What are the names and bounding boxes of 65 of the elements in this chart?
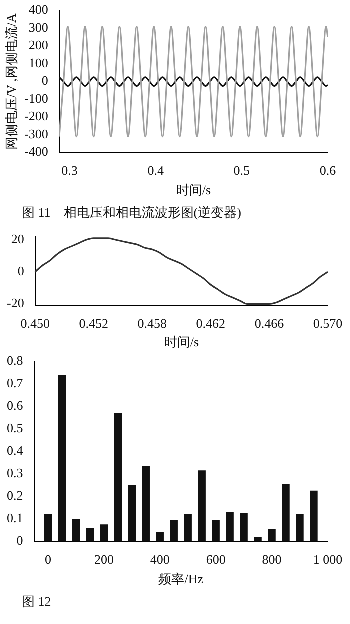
bar: [128, 485, 136, 542]
x-tick-label: 400: [150, 552, 170, 568]
y-tick-label: 100: [28, 55, 48, 70]
x-tick-label: 0.450: [20, 316, 50, 332]
y-tick-label: 0.2: [7, 488, 24, 504]
bar: [72, 518, 80, 542]
bar: [170, 520, 178, 542]
caption: 图 11 相电压和相电流波形图(逆变器): [21, 204, 242, 222]
bar: [282, 484, 290, 542]
x-tick-label: 600: [206, 552, 226, 568]
bar: [156, 532, 164, 542]
x-tick-label: 1 000: [313, 552, 343, 568]
y-tick-label: -100: [24, 90, 48, 106]
y-tick-label: 0.7: [7, 376, 24, 391]
bar: [44, 514, 52, 542]
y-tick-label: -400: [24, 144, 48, 160]
x-tick-label: 0.6: [320, 163, 337, 178]
x-tick-label: 200: [94, 552, 114, 568]
y-tick-label: 300: [28, 20, 48, 35]
x-tick-label: 0.466: [254, 316, 285, 332]
y-tick-label: 0.8: [7, 353, 24, 368]
y-tick-label: 200: [28, 38, 48, 53]
x-tick-label: 0.462: [196, 316, 226, 332]
x-tick-label: 800: [262, 552, 282, 568]
bar: [100, 524, 108, 542]
bar: [198, 470, 206, 542]
x-axis-title: 时间/s: [176, 182, 212, 198]
bar: [310, 490, 318, 542]
bar: [240, 513, 248, 542]
x-axis-title: 频率/Hz: [158, 572, 204, 587]
x-tick-label: 0.3: [62, 163, 78, 178]
x-axis-title: 时间/s: [164, 334, 199, 350]
y-tick-label: 0: [16, 533, 24, 548]
y-tick-label: 0.1: [7, 510, 24, 526]
y-tick-label: 0.4: [7, 443, 24, 458]
y-tick-label: 0.5: [7, 420, 24, 436]
y-tick-label: 20: [11, 231, 24, 246]
x-tick-label: 0.4: [148, 163, 164, 178]
caption: 图 12: [21, 593, 52, 611]
bar: [296, 514, 304, 542]
bar: [212, 520, 220, 542]
y-tick-label: 400: [28, 2, 48, 18]
bar: [268, 529, 276, 542]
x-tick-label: 0.458: [138, 316, 168, 332]
x-tick-label: 0.452: [79, 316, 108, 332]
x-tick-label: 0.5: [234, 163, 250, 178]
bar: [184, 514, 192, 542]
y-tick-label: 0: [18, 264, 24, 279]
x-tick-label: 0.570: [313, 316, 343, 332]
y-tick-label: 0: [42, 73, 48, 88]
y-axis-title: 网侧电压/V ,网侧电流/A: [4, 13, 20, 150]
bar: [142, 466, 150, 542]
y-tick-label: -20: [6, 296, 24, 311]
bar: [226, 512, 234, 542]
bar: [58, 374, 66, 542]
y-tick-label: 0.6: [7, 398, 24, 414]
bar: [114, 413, 122, 542]
line-series: [34, 238, 329, 305]
line-series: [59, 76, 328, 88]
y-tick-label: 0.3: [7, 466, 24, 481]
bar: [86, 528, 94, 542]
line-series: [59, 26, 328, 138]
y-tick-label: -300: [24, 126, 48, 142]
bar: [254, 536, 262, 542]
y-tick-label: -200: [24, 108, 48, 124]
